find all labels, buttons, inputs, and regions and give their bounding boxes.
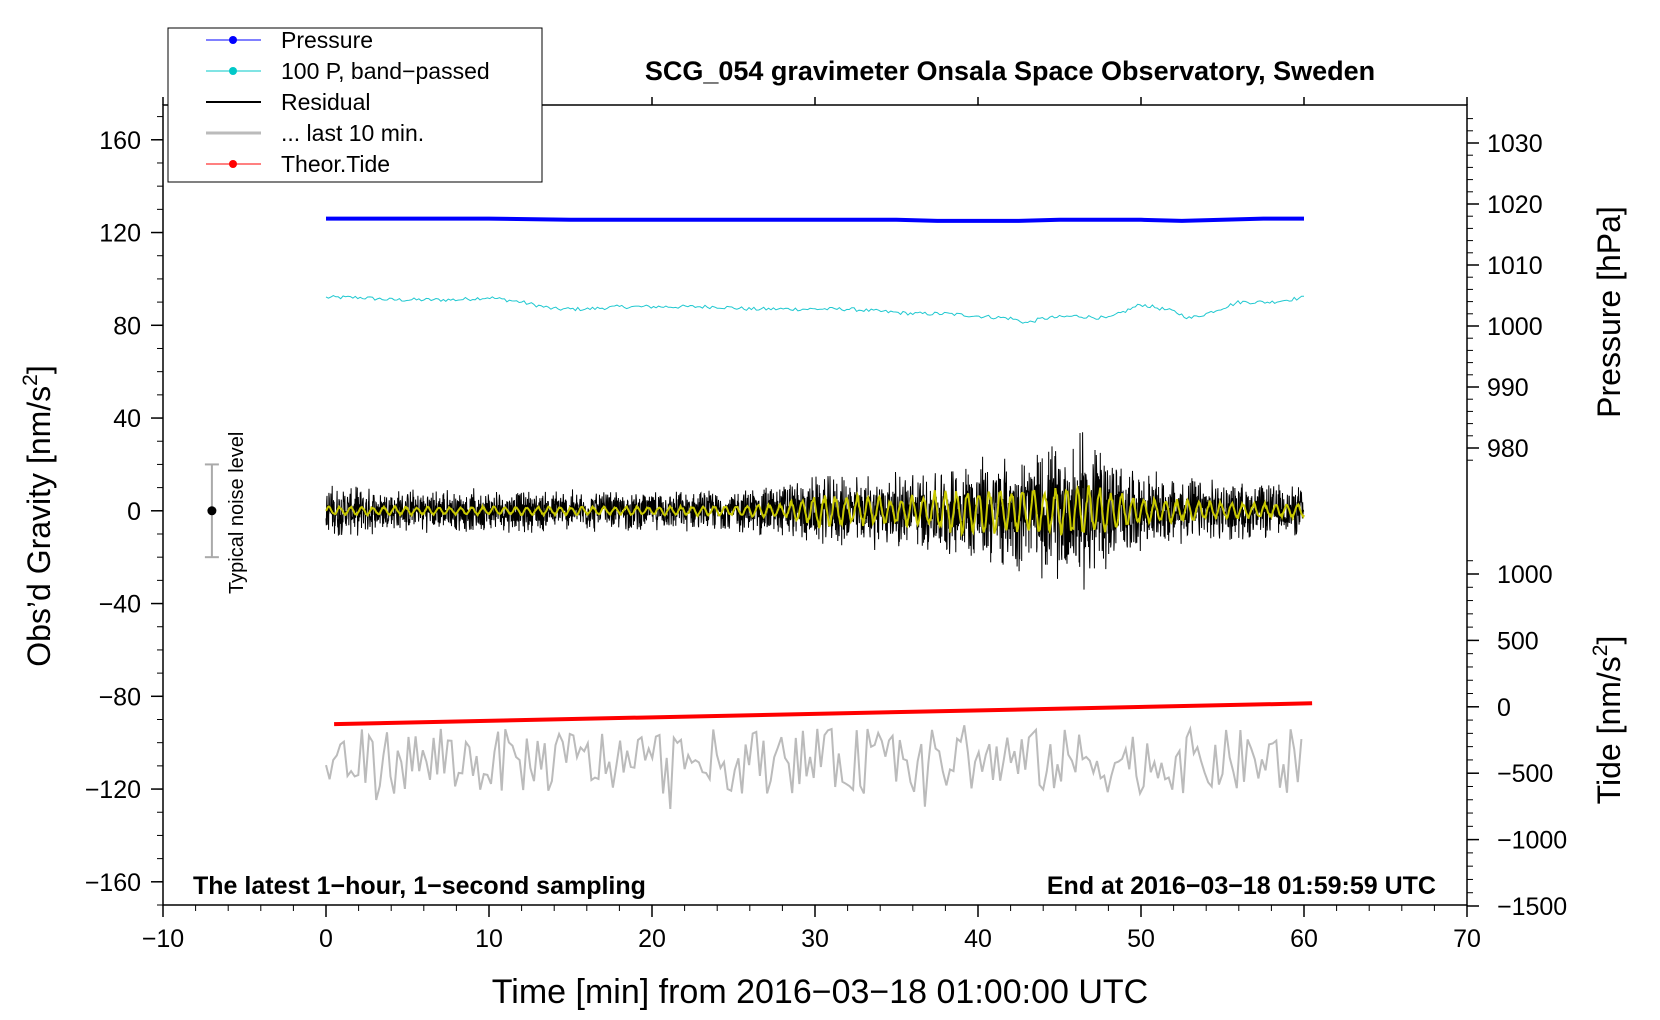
tide-tick-label: 0 <box>1497 694 1511 722</box>
legend-label: Residual <box>281 89 371 115</box>
y-tick-label: 0 <box>127 498 141 526</box>
y-axis-label-sup: 2 <box>19 374 42 386</box>
x-tick-label: 50 <box>1127 925 1155 953</box>
x-tick-label: −10 <box>142 925 184 953</box>
x-axis: −10 0 10 20 30 40 50 60 70 <box>142 97 1481 953</box>
tide-tick-label: −500 <box>1497 760 1553 788</box>
pressure-tick-label: 1010 <box>1487 252 1543 280</box>
pressure-axis: 980 990 1000 1010 1020 1030 <box>1467 118 1543 463</box>
x-tick-label: 0 <box>319 925 333 953</box>
pressure-tick-label: 990 <box>1487 374 1529 402</box>
y-axis-label-main: Obs’d Gravity [nm/s <box>21 386 57 667</box>
tide-tick-label: 500 <box>1497 627 1539 655</box>
tide-axis-label-tail: ] <box>1591 636 1627 645</box>
x-tick-label: 40 <box>964 925 992 953</box>
legend-label: Theor.Tide <box>281 151 390 177</box>
x-tick-label: 30 <box>801 925 829 953</box>
pressure-tick-label: 1030 <box>1487 130 1543 158</box>
legend-box <box>167 27 543 183</box>
legend-label: Pressure <box>281 27 373 53</box>
series-pressure <box>326 216 1304 223</box>
tide-axis-label: Tide [nm/s2] <box>1589 636 1627 805</box>
legend-marker <box>229 36 237 44</box>
tide-axis: 1000 500 0 −500 −1000 −1500 <box>1467 560 1567 921</box>
pressure-tick-label: 1020 <box>1487 191 1543 219</box>
y-axis-label-tail: ] <box>21 365 57 374</box>
series-residual <box>325 432 1305 590</box>
y-tick-label: −80 <box>99 683 141 711</box>
legend-label: 100 P, band−passed <box>281 58 490 84</box>
noise-indicator: Typical noise level <box>204 432 248 594</box>
pressure-axis-label: Pressure [hPa] <box>1591 206 1627 418</box>
y-tick-label: 80 <box>113 312 141 340</box>
chart-title: SCG_054 gravimeter Onsala Space Observat… <box>645 56 1375 86</box>
x-tick-label: 10 <box>475 925 503 953</box>
y-tick-label: −40 <box>99 591 141 619</box>
x-axis-label: Time [min] from 2016−03−18 01:00:00 UTC <box>492 973 1148 1011</box>
noise-center-dot <box>207 506 217 516</box>
series-layer <box>325 216 1313 809</box>
y-axis-label: Obs’d Gravity [nm/s2] <box>19 365 57 667</box>
y-tick-label: 40 <box>113 405 141 433</box>
noise-label: Typical noise level <box>226 432 248 594</box>
x-tick-label: 70 <box>1453 925 1481 953</box>
legend-label: ... last 10 min. <box>281 120 424 146</box>
tide-tick-label: −1500 <box>1497 893 1567 921</box>
series-residual-smoothed <box>325 484 1305 538</box>
tide-axis-label-sup: 2 <box>1589 645 1612 657</box>
legend: Pressure 100 P, band−passed Residual ... la… <box>167 27 543 183</box>
tide-tick-label: 1000 <box>1497 561 1553 589</box>
legend-marker <box>229 160 237 168</box>
pressure-tick-label: 1000 <box>1487 313 1543 341</box>
tide-tick-label: −1000 <box>1497 827 1567 855</box>
annotation-sampling: The latest 1−hour, 1−second sampling <box>193 872 646 900</box>
tide-axis-label-main: Tide [nm/s <box>1591 656 1627 804</box>
y-axis: −160 −120 −80 −40 0 40 80 120 160 <box>85 116 163 906</box>
y-tick-label: −160 <box>85 869 141 897</box>
x-tick-label: 20 <box>638 925 666 953</box>
y-tick-label: 160 <box>99 127 141 155</box>
x-tick-label: 60 <box>1290 925 1318 953</box>
series-last-10-min <box>325 725 1303 809</box>
pressure-tick-label: 980 <box>1487 435 1529 463</box>
y-tick-label: −120 <box>85 776 141 804</box>
y-tick-label: 120 <box>99 220 141 248</box>
legend-marker <box>229 67 237 75</box>
series-theor-tide <box>334 701 1313 727</box>
annotation-end-time: End at 2016−03−18 01:59:59 UTC <box>1047 872 1436 900</box>
series-band-passed <box>325 295 1305 324</box>
